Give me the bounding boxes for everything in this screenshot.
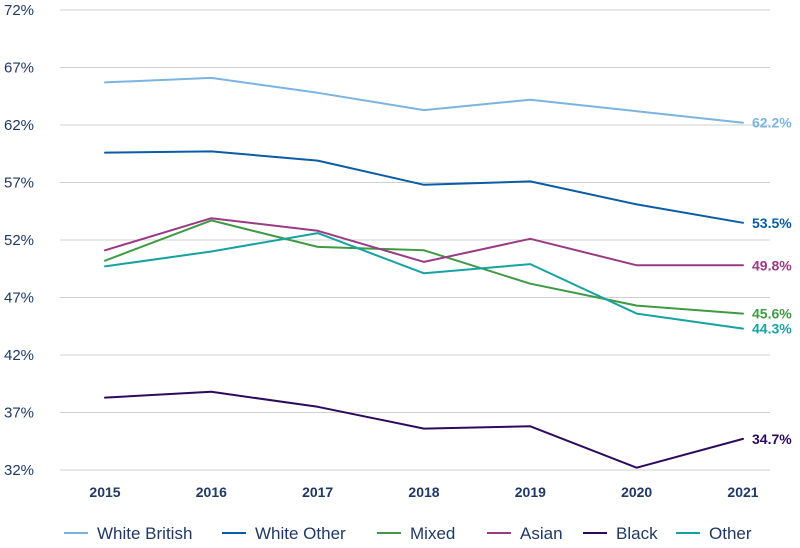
legend-label-asian: Asian (520, 524, 563, 543)
x-tick-label-2016: 2016 (196, 484, 227, 500)
y-axis-tick-labels: 32% 37% 42% 47% 52% 57% 62% 67% 72% (4, 2, 34, 479)
y-tick-label-32: 32% (4, 462, 34, 479)
y-tick-label-42: 42% (4, 347, 34, 364)
y-tick-label-72: 72% (4, 2, 34, 19)
end-label-mixed: 45.6% (752, 306, 792, 322)
series-line-black (104, 390, 744, 469)
legend: White British White Other Mixed Asian Black O… (64, 524, 752, 543)
x-tick-label-2021: 2021 (727, 484, 758, 500)
series-lines (104, 76, 744, 469)
series-line-asian (104, 217, 744, 267)
y-tick-label-52: 52% (4, 232, 34, 249)
end-label-white-other: 53.5% (752, 215, 792, 231)
legend-label-mixed: Mixed (410, 524, 455, 543)
x-tick-label-2019: 2019 (515, 484, 546, 500)
x-tick-label-2017: 2017 (302, 484, 333, 500)
y-tick-label-37: 37% (4, 405, 34, 422)
legend-label-other: Other (709, 524, 752, 543)
y-tick-label-47: 47% (4, 290, 34, 307)
series-line-white-british (104, 76, 744, 124)
legend-label-white-other: White Other (255, 524, 346, 543)
end-label-asian: 49.8% (752, 257, 792, 273)
y-tick-label-62: 62% (4, 117, 34, 134)
end-label-white-british: 62.2% (752, 115, 792, 131)
end-label-black: 34.7% (752, 431, 792, 447)
legend-label-black: Black (616, 524, 658, 543)
series-line-other (104, 232, 744, 330)
x-axis-tick-labels: 2015 2016 2017 2018 2019 2020 2021 (89, 484, 758, 500)
series-line-mixed (104, 219, 744, 315)
series-line-white-other (104, 150, 744, 224)
x-tick-label-2015: 2015 (89, 484, 120, 500)
end-value-labels: 62.2% 53.5% 45.6% 49.8% 34.7% 44.3% (752, 115, 792, 447)
y-tick-label-67: 67% (4, 60, 34, 77)
x-tick-label-2018: 2018 (408, 484, 439, 500)
y-tick-label-57: 57% (4, 175, 34, 192)
end-label-other: 44.3% (752, 321, 792, 337)
x-tick-label-2020: 2020 (621, 484, 652, 500)
legend-label-white-british: White British (97, 524, 192, 543)
